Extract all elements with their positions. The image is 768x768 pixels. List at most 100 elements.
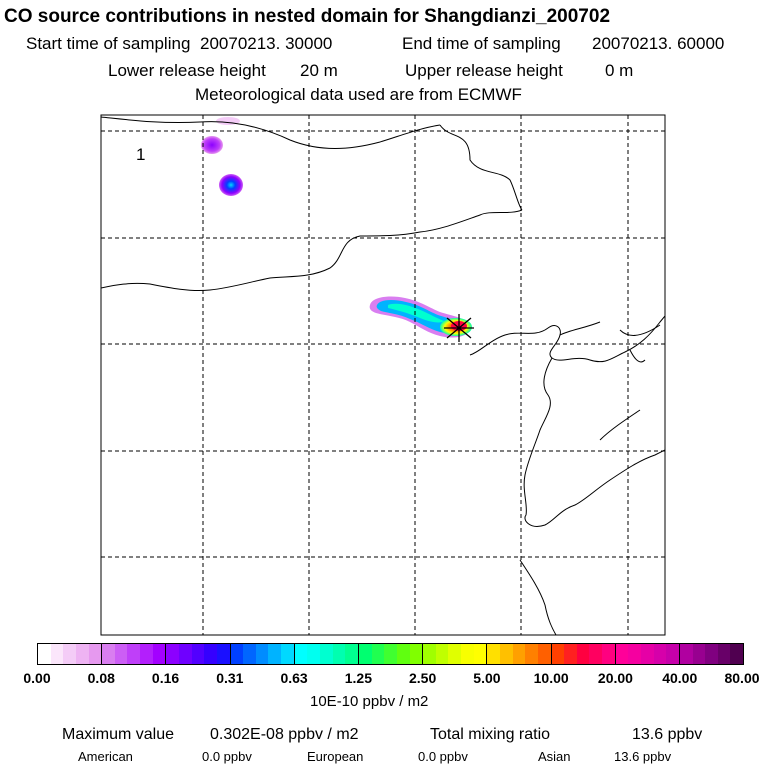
colorbar-tick-label: 80.00 — [724, 670, 760, 686]
plume-blob-north — [201, 136, 223, 154]
asian-value: 13.6 ppbv — [614, 749, 672, 764]
colorbar-swatch — [268, 644, 282, 664]
colorbar-tick-label: 20.00 — [597, 670, 633, 686]
colorbar-swatch — [38, 644, 51, 664]
colorbar-block — [551, 644, 616, 664]
colorbar-tick-label: 2.50 — [409, 670, 437, 686]
colorbar-blocks — [38, 644, 744, 664]
page-title: CO source contributions in nested domain… — [4, 6, 611, 27]
colorbar-swatch — [679, 644, 693, 664]
american-label: American — [78, 749, 133, 764]
colorbar-tick-label: 0.16 — [151, 670, 180, 686]
colorbar-block — [679, 644, 744, 664]
colorbar-swatch — [487, 644, 500, 664]
european-label: European — [307, 749, 364, 764]
colorbar-swatch — [307, 644, 321, 664]
colorbar-swatch — [461, 644, 474, 664]
colorbar-swatch — [525, 644, 538, 664]
colorbar-tick-label: 0.31 — [216, 670, 244, 686]
colorbar-swatch — [332, 644, 346, 664]
total-mixing-value: 13.6 ppbv — [632, 726, 703, 743]
colorbar-unit: 10E-10 ppbv / m2 — [310, 693, 429, 710]
max-value: 0.302E-08 ppbv / m2 — [210, 726, 359, 743]
met-data-note: Meteorological data used are from ECMWF — [195, 85, 522, 104]
colorbar-swatch — [88, 644, 102, 664]
colorbar-swatch — [473, 644, 487, 664]
colorbar-swatch — [564, 644, 577, 664]
colorbar-block — [230, 644, 295, 664]
map-panel: 1 — [100, 114, 666, 636]
start-time-label: Start time of sampling — [26, 34, 191, 53]
coastlines — [101, 116, 665, 635]
colorbar-swatch — [166, 644, 180, 664]
colorbar-block — [294, 644, 359, 664]
colorbar-swatch — [499, 644, 513, 664]
european-value: 0.0 ppbv — [418, 749, 468, 764]
colorbar-swatch — [448, 644, 462, 664]
asian-label: Asian — [538, 749, 571, 764]
end-time-value: 20070213. 60000 — [592, 34, 725, 53]
lower-height-value: 20 m — [300, 61, 338, 80]
colorbar-swatch — [230, 644, 244, 664]
colorbar-swatch — [537, 644, 551, 664]
colorbar-swatch — [666, 644, 679, 664]
upper-height-value: 0 m — [605, 61, 634, 80]
grid-lines — [101, 115, 665, 635]
colorbar-swatch — [730, 644, 744, 664]
colorbar-block — [102, 644, 167, 664]
max-value-label: Maximum value — [62, 726, 175, 743]
colorbar-swatch — [384, 644, 397, 664]
total-mixing-label: Total mixing ratio — [430, 726, 551, 743]
colorbar-swatch — [628, 644, 641, 664]
map-frame — [100, 114, 666, 636]
colorbar-swatch — [551, 644, 565, 664]
colorbar-swatch — [371, 644, 385, 664]
colorbar-swatch — [114, 644, 128, 664]
release-site-marker-icon — [444, 314, 474, 342]
colorbar-swatch — [396, 644, 410, 664]
colorbar-swatch — [102, 644, 115, 664]
colorbar-tick-label: 0.00 — [23, 670, 51, 686]
colorbar-swatch — [692, 644, 706, 664]
colorbar-swatch — [191, 644, 205, 664]
colorbar-tick-label: 0.08 — [87, 670, 115, 686]
colorbar-swatch — [281, 644, 294, 664]
colorbar-swatch — [255, 644, 269, 664]
lower-height-label: Lower release height — [108, 61, 266, 80]
colorbar-tick-label: 5.00 — [473, 670, 501, 686]
colorbar-swatch — [640, 644, 654, 664]
colorbar-tick-label: 1.25 — [344, 670, 372, 686]
colorbar-swatch — [243, 644, 256, 664]
plume-blob-secondary — [219, 174, 243, 196]
colorbar-swatch — [435, 644, 449, 664]
colorbar-swatch — [423, 644, 436, 664]
end-time-label: End time of sampling — [402, 34, 561, 53]
panel-label: 1 — [136, 145, 145, 164]
colorbar-swatch — [294, 644, 308, 664]
colorbar-swatch — [705, 644, 718, 664]
colorbar-swatch — [717, 644, 731, 664]
colorbar-swatch — [216, 644, 230, 664]
colorbar-block — [615, 644, 680, 664]
colorbar-block — [423, 644, 488, 664]
colorbar-swatch — [512, 644, 526, 664]
colorbar-swatch — [345, 644, 358, 664]
colorbar — [37, 643, 744, 665]
colorbar-swatch — [615, 644, 629, 664]
american-value: 0.0 ppbv — [202, 749, 252, 764]
colorbar-swatch — [75, 644, 89, 664]
colorbar-block — [487, 644, 552, 664]
colorbar-tick-label: 40.00 — [662, 670, 698, 686]
colorbar-swatch — [358, 644, 372, 664]
colorbar-block — [38, 644, 103, 664]
colorbar-swatch — [63, 644, 76, 664]
upper-height-label: Upper release height — [405, 61, 563, 80]
plume-main-inner — [388, 303, 444, 323]
map-content — [101, 115, 665, 635]
colorbar-swatch — [179, 644, 192, 664]
colorbar-swatch — [204, 644, 217, 664]
start-time-value: 20070213. 30000 — [200, 34, 333, 53]
colorbar-swatch — [127, 644, 141, 664]
colorbar-swatch — [602, 644, 615, 664]
colorbar-swatch — [409, 644, 423, 664]
